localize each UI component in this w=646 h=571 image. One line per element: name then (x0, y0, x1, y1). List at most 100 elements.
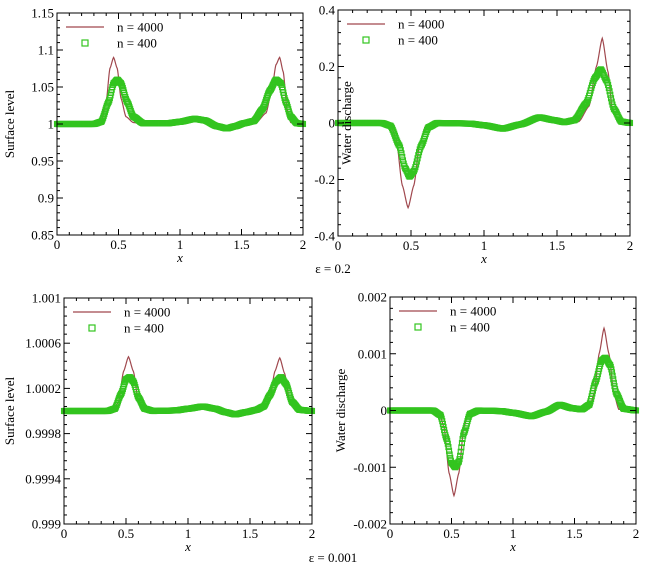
data-point-marker (456, 456, 463, 463)
data-point-marker (461, 428, 468, 436)
y-tick-label: 0.4 (319, 3, 336, 18)
y-tick-label: 0.9998 (25, 426, 61, 441)
data-point-marker (606, 88, 613, 95)
subplot-1: 0 0.5 1 1.5 2 0.85 0.9 0.95 1 1.05 1.1 1.15 x Surface… (2, 6, 306, 266)
legend-label: n = 4000 (450, 304, 496, 319)
legend-label: n = 4000 (398, 17, 444, 32)
data-point-marker (455, 459, 462, 466)
x-tick-label: 1.5 (566, 526, 582, 541)
y-tick-label: 0.001 (358, 346, 387, 361)
caption-eps-0-2: ε = 0.2 (315, 261, 351, 276)
y-tick-label: 0.9 (38, 191, 54, 206)
data-point-marker (458, 444, 465, 451)
x-axis-label: x (176, 250, 183, 265)
y-tick-label: -0.4 (314, 229, 335, 244)
x-tick-label: 0.5 (443, 526, 459, 541)
data-point-marker (583, 98, 590, 105)
data-point-marker (261, 100, 268, 107)
data-point-marker (397, 147, 404, 154)
legend-marker-swatch (81, 39, 89, 47)
data-point-marker (610, 376, 617, 383)
data-point-marker (592, 379, 599, 386)
y-axis-label: Surface level (2, 90, 17, 159)
y-tick-label: 1 (48, 117, 55, 132)
legend-marker-swatch (88, 324, 96, 332)
data-point-marker (418, 141, 426, 148)
data-point-marker (437, 411, 444, 419)
legend-label: n = 400 (124, 321, 164, 336)
data-point-marker (603, 77, 610, 84)
data-point-marker (410, 167, 417, 175)
y-tick-label: 0 (329, 116, 336, 131)
legend-label: n = 400 (398, 33, 438, 48)
data-point-marker (277, 80, 284, 87)
subplot-2: 0 0.5 1 1.5 2 -0.4 -0.2 0 0.2 0.4 x Water discharge… (314, 3, 633, 267)
data-point-marker (262, 98, 269, 105)
x-tick-label: 2 (633, 526, 640, 541)
data-point-marker (131, 379, 138, 387)
subplot-3: 0 0.5 1 1.5 2 0.999 0.9994 0.9998 1.0002 1.0006 1.… (2, 291, 315, 555)
x-tick-label: 2 (627, 238, 634, 253)
caption-eps-0-001: ε = 0.001 (309, 550, 358, 565)
data-point-marker (608, 369, 616, 376)
subplot-4: 0 0.5 1 1.5 2 -0.002 -0.001 0 0.001 0.002 x Water d… (333, 290, 639, 555)
data-point-marker (398, 150, 405, 157)
data-point-marker (605, 360, 612, 367)
data-point-marker (399, 157, 407, 164)
y-tick-label: 1.0006 (25, 336, 61, 351)
legend-marker-swatch (414, 323, 422, 331)
y-tick-label: 1.05 (31, 80, 54, 95)
data-point-marker (444, 440, 451, 447)
data-point-marker (610, 379, 617, 386)
y-tick-label: 1.001 (32, 291, 61, 306)
x-tick-label: 0.5 (118, 526, 134, 541)
x-tick-label: 2 (309, 526, 316, 541)
data-point-marker (457, 448, 464, 455)
data-point-marker (118, 81, 125, 88)
x-tick-label: 1.5 (549, 238, 565, 253)
data-point-marker (445, 447, 453, 454)
x-tick-label: 1.5 (233, 237, 249, 252)
y-tick-label: 0.95 (31, 154, 54, 169)
y-axis-label: Surface level (2, 377, 17, 446)
data-point-marker (605, 84, 612, 91)
y-tick-label: 0.002 (358, 290, 387, 305)
data-point-marker (283, 99, 290, 107)
x-tick-label: 1.5 (242, 526, 258, 541)
y-tick-label: -0.2 (314, 172, 335, 187)
series-markers-n400 (334, 66, 634, 180)
data-point-marker (607, 91, 614, 98)
data-point-marker (118, 389, 125, 396)
series-markers-n400 (53, 76, 307, 132)
legend-label: n = 400 (450, 320, 490, 335)
data-point-marker (284, 383, 291, 390)
data-point-marker (413, 158, 420, 165)
data-point-marker (105, 98, 112, 105)
y-axis-label: Water discharge (339, 81, 354, 165)
y-tick-label: 1.0002 (25, 381, 61, 396)
y-tick-label: 1.15 (31, 6, 54, 21)
data-point-marker (454, 460, 461, 467)
x-axis-label: x (509, 539, 516, 554)
x-tick-label: 1 (185, 526, 192, 541)
data-point-marker (283, 381, 290, 389)
y-axis-label: Water discharge (333, 369, 348, 453)
x-tick-label: 1 (481, 238, 488, 253)
data-point-marker (399, 153, 406, 160)
data-point-marker (445, 444, 452, 451)
x-tick-label: 0 (54, 237, 61, 252)
y-tick-label: 0.999 (32, 517, 61, 532)
legend-label: n = 4000 (117, 20, 163, 35)
data-point-marker (446, 451, 453, 458)
data-point-marker (100, 114, 107, 121)
data-point-marker (607, 95, 615, 102)
x-tick-label: 0.5 (403, 238, 419, 253)
data-point-marker (586, 401, 593, 408)
series-markers-n400 (386, 354, 640, 471)
data-point-marker (389, 126, 396, 133)
y-tick-label: 0 (381, 403, 388, 418)
